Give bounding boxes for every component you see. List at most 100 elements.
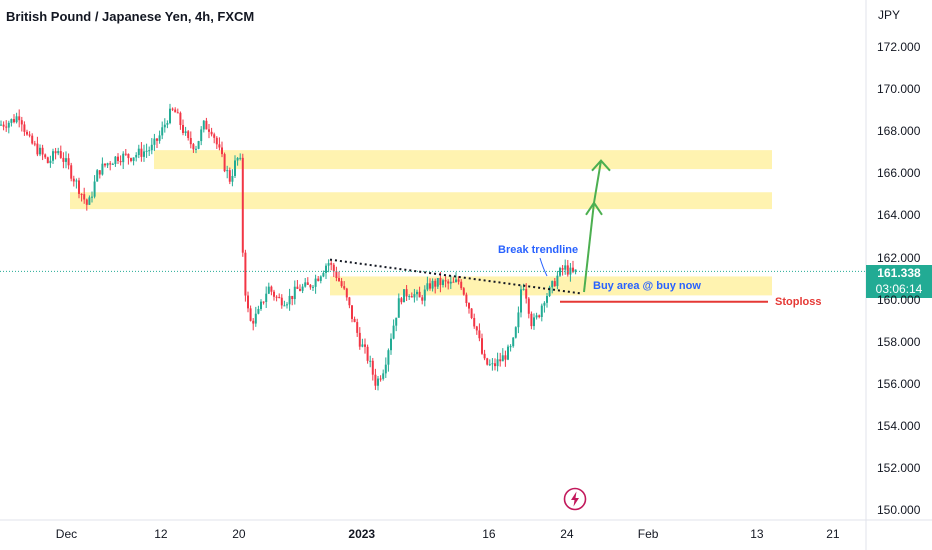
candle-body xyxy=(426,283,429,290)
candle-body xyxy=(236,157,239,161)
candle-body xyxy=(332,264,335,272)
candle-body xyxy=(135,154,138,158)
candle-body xyxy=(327,263,330,266)
zone-0 xyxy=(154,150,772,170)
candle-body xyxy=(340,281,343,287)
annotation-stoploss: Stoploss xyxy=(775,296,822,308)
candle-body xyxy=(517,312,520,328)
candle-body xyxy=(512,337,515,347)
candle-body xyxy=(392,325,395,339)
currency-label: JPY xyxy=(878,8,901,22)
candle-body xyxy=(361,344,364,347)
candle-body xyxy=(374,374,377,386)
candle-body xyxy=(496,359,499,367)
candle-body xyxy=(574,269,577,272)
time-tick-label: Feb xyxy=(637,527,659,541)
candle-body xyxy=(530,313,533,327)
candle-body xyxy=(413,294,416,298)
candle-body xyxy=(137,148,140,155)
target-arrow-1 xyxy=(583,202,595,293)
candle-body xyxy=(322,272,325,277)
candle-body xyxy=(369,360,372,362)
candle-body xyxy=(197,141,200,149)
candle-body xyxy=(572,267,574,272)
candle-body xyxy=(70,165,73,179)
candle-body xyxy=(468,303,470,309)
candle-body xyxy=(488,364,491,366)
candle-body xyxy=(314,278,317,287)
candle-body xyxy=(257,309,260,314)
candle-body xyxy=(13,119,15,123)
time-tick-label: 20 xyxy=(232,527,246,541)
candle-body xyxy=(93,181,96,197)
candle-body xyxy=(444,280,447,282)
candle-body xyxy=(221,147,223,155)
price-tick-label: 152.000 xyxy=(877,461,921,475)
candle-body xyxy=(75,180,78,182)
candle-body xyxy=(169,108,171,124)
candle-body xyxy=(49,160,52,164)
candle-body xyxy=(535,315,538,318)
lightning-logo-icon[interactable] xyxy=(563,487,587,511)
candle-body xyxy=(57,151,60,154)
candle-body xyxy=(335,271,338,279)
candle-body xyxy=(109,163,112,165)
price-tick-label: 158.000 xyxy=(877,334,921,349)
candle-body xyxy=(299,288,301,291)
candle-body xyxy=(525,289,528,299)
candle-body xyxy=(358,332,361,347)
candle-body xyxy=(148,150,151,152)
candle-body xyxy=(267,286,270,294)
trendline xyxy=(329,258,581,295)
annotation-break-trendline: Break trendline xyxy=(498,244,579,256)
candle-body xyxy=(431,280,434,289)
candle-body xyxy=(20,120,23,125)
candle-body xyxy=(423,289,426,301)
price-tick-label: 172.000 xyxy=(877,40,921,54)
candle-body xyxy=(377,378,379,386)
candle-body xyxy=(130,158,132,161)
candle-body xyxy=(5,126,8,128)
candle-body xyxy=(101,163,104,175)
time-tick-label: 16 xyxy=(482,527,496,541)
candle-body xyxy=(348,297,351,306)
candle-body xyxy=(457,279,460,282)
candle-body xyxy=(182,125,184,133)
candle-body xyxy=(26,131,28,135)
candle-body xyxy=(117,156,119,161)
candle-body xyxy=(280,297,283,306)
candle-body xyxy=(551,281,554,288)
candle-body xyxy=(195,148,197,150)
candle-body xyxy=(226,170,229,172)
candle-body xyxy=(166,123,169,125)
candle-body xyxy=(395,317,398,326)
candle-body xyxy=(499,359,502,362)
countdown-tag: 03:06:14 xyxy=(866,281,932,298)
candle-body xyxy=(286,304,288,306)
candle-body xyxy=(163,124,166,128)
candle-body xyxy=(179,112,182,126)
candle-body xyxy=(491,363,494,365)
candle-body xyxy=(174,109,177,113)
candle-body xyxy=(15,116,18,123)
candle-body xyxy=(301,286,304,291)
candle-body xyxy=(564,265,567,270)
target-arrow-2-head xyxy=(591,159,611,172)
price-tick-label: 166.000 xyxy=(877,166,921,181)
candle-body xyxy=(46,157,49,164)
target-arrow-2 xyxy=(593,160,602,203)
candle-body xyxy=(223,154,226,172)
candle-body xyxy=(455,279,457,282)
candle-body xyxy=(59,151,62,158)
price-tick-label: 154.000 xyxy=(877,418,921,433)
candle-body xyxy=(460,281,463,289)
candle-body xyxy=(481,338,483,354)
candle-body xyxy=(10,119,13,123)
price-tick-label: 170.000 xyxy=(877,82,921,97)
candle-body xyxy=(522,289,525,291)
candle-body xyxy=(124,153,127,155)
candle-body xyxy=(351,305,353,319)
candle-body xyxy=(397,298,400,318)
